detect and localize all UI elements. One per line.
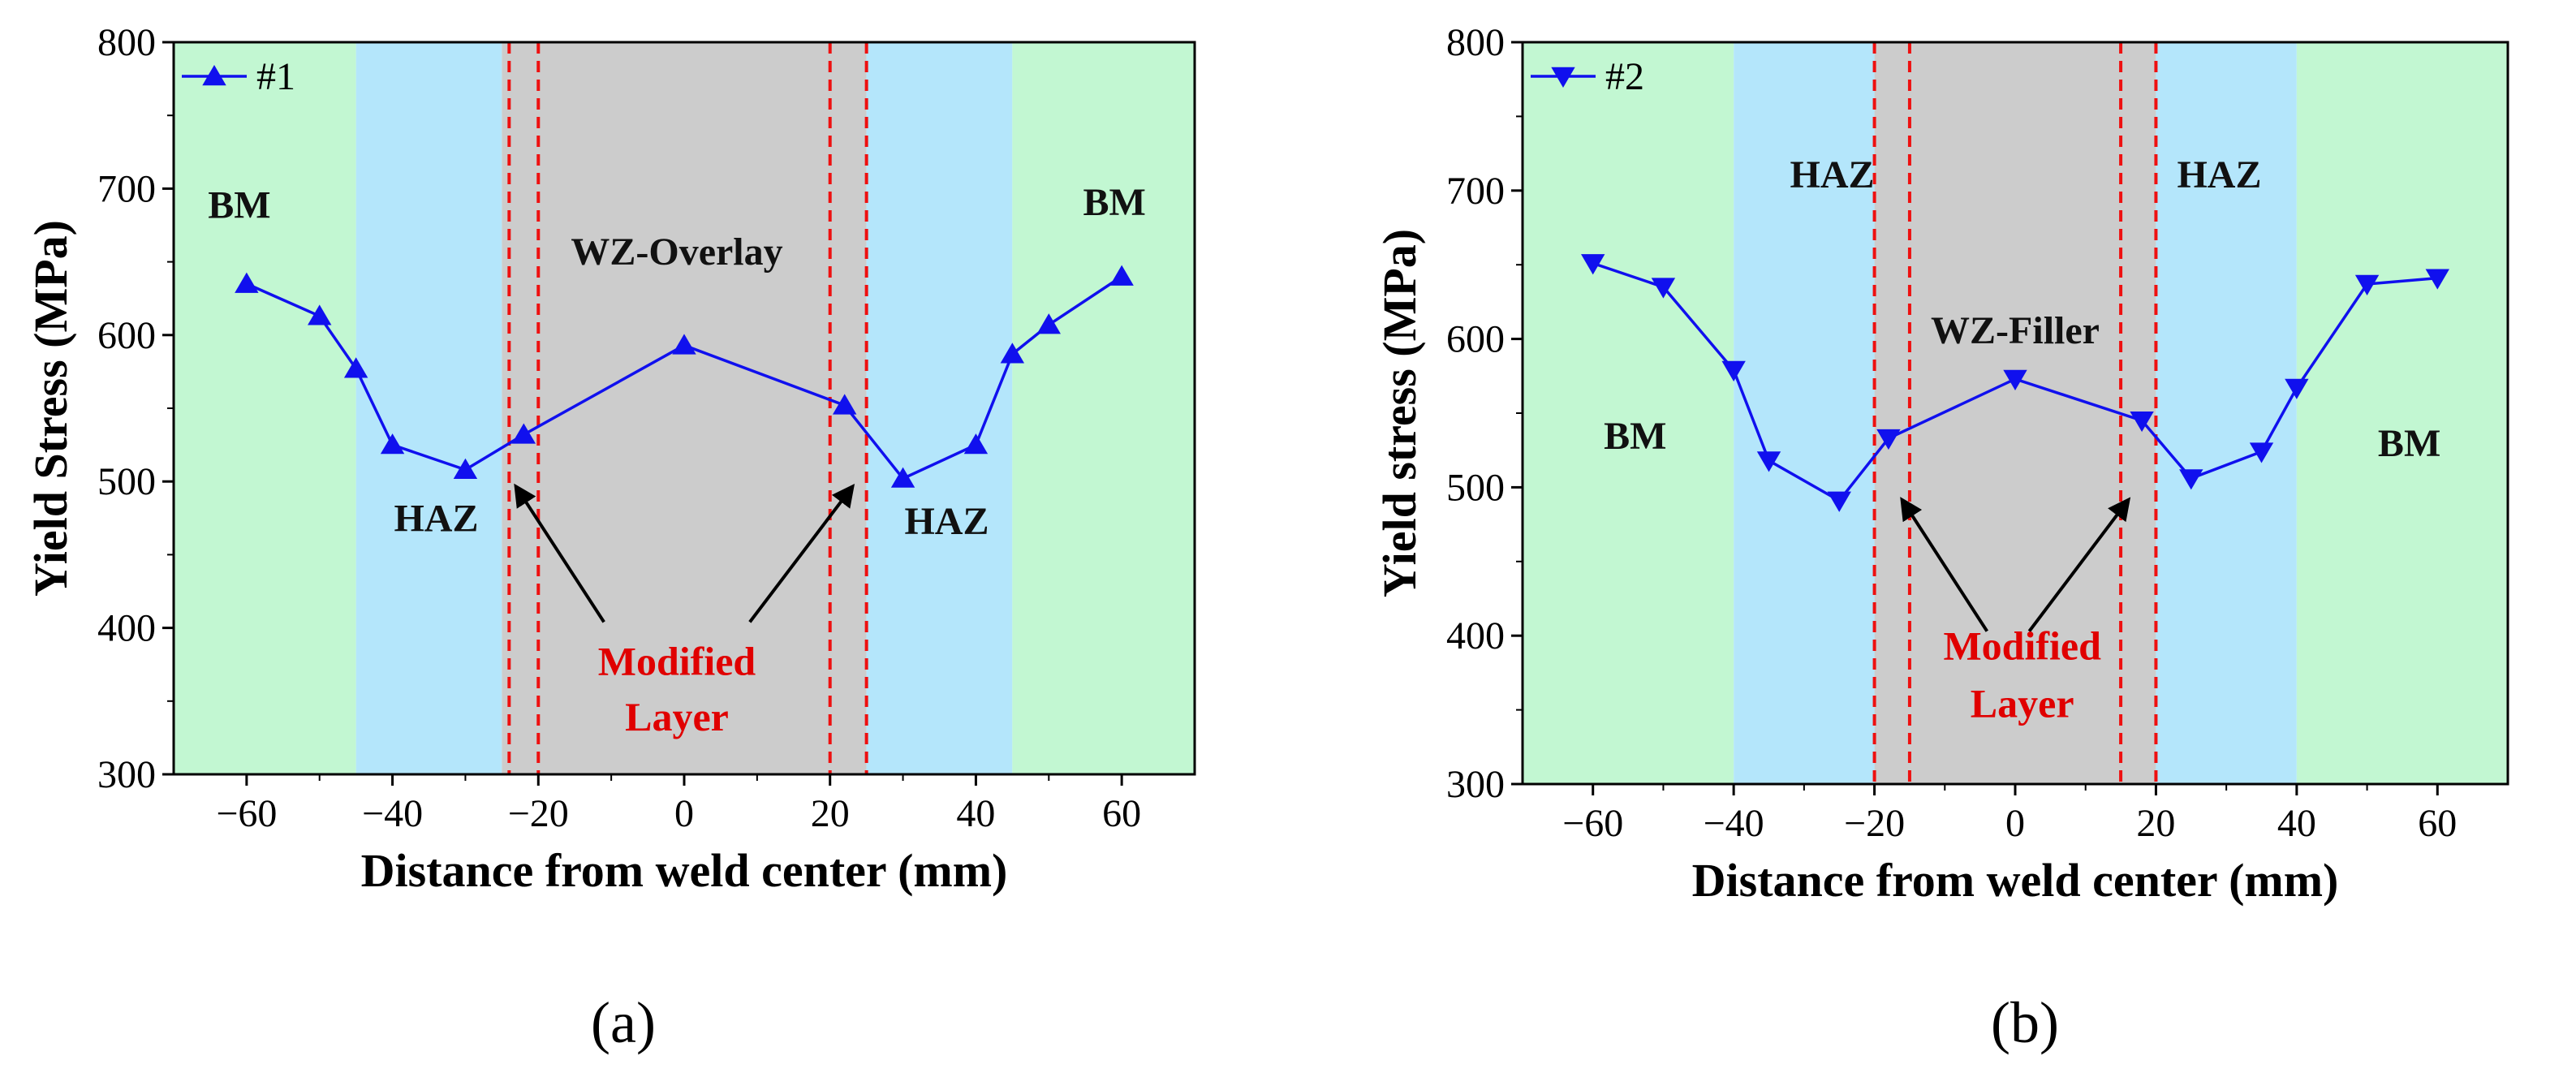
y-tick-label: 300 (97, 753, 156, 796)
data-point (1721, 360, 1746, 381)
zone-label-bm: BM (1604, 415, 1666, 458)
data-point (1651, 278, 1676, 299)
y-tick-label: 800 (1446, 21, 1505, 64)
data-point (235, 272, 259, 293)
zone-label-haz: HAZ (1790, 153, 1875, 196)
data-point (2179, 469, 2203, 490)
annotation-label-line1: Modified (1943, 623, 2101, 668)
zone-label-wz-filler: WZ-Filler (1931, 309, 2100, 352)
panel-label: (a) (591, 990, 656, 1055)
x-tick-label: −20 (508, 792, 569, 835)
x-axis-title: Distance from weld center (mm) (361, 844, 1008, 897)
data-point (1581, 254, 1605, 275)
legend-marker (1551, 67, 1575, 88)
annotation-arrow (514, 483, 605, 623)
data-point (1036, 313, 1061, 334)
x-axis-title: Distance from weld center (mm) (1692, 854, 2339, 907)
annotation-arrow (1900, 497, 1988, 632)
legend-marker (202, 65, 226, 86)
annotation-arrow (2027, 497, 2131, 632)
region-bm-4 (2296, 42, 2508, 784)
legend-label: #2 (1605, 55, 1644, 98)
y-tick-label: 600 (1446, 318, 1505, 361)
region-haz-1 (355, 42, 502, 774)
x-tick-label: 60 (1102, 792, 1141, 835)
legend-label: #1 (256, 55, 295, 98)
y-tick-label: 800 (97, 21, 156, 64)
data-point (832, 394, 857, 415)
x-tick-label: −60 (216, 792, 277, 835)
zone-label-bm: BM (2378, 422, 2440, 465)
annotation-label-line2: Layer (1971, 681, 2074, 726)
data-point (2249, 442, 2274, 463)
panel-label: (b) (1991, 990, 2059, 1055)
data-point (2003, 369, 2027, 390)
data-point (890, 467, 915, 488)
x-tick-label: −40 (362, 792, 423, 835)
x-tick-label: −40 (1704, 802, 1764, 845)
data-point (1000, 343, 1025, 364)
region-bm-4 (1012, 42, 1195, 774)
y-tick-label: 600 (97, 314, 156, 357)
data-point (2130, 411, 2154, 433)
region-bm-0 (174, 42, 356, 774)
data-point (2354, 274, 2380, 295)
data-point (2285, 378, 2309, 399)
data-point (453, 458, 478, 479)
data-point (1876, 429, 1901, 450)
x-tick-label: 40 (2277, 802, 2316, 845)
zone-label-bm: BM (208, 183, 270, 226)
y-tick-label: 700 (97, 167, 156, 210)
annotation-arrow (748, 483, 855, 623)
x-tick-label: −20 (1844, 802, 1905, 845)
zone-label-haz: HAZ (394, 498, 478, 541)
x-tick-label: 20 (811, 792, 850, 835)
y-axis-title: Yield stress (MPa) (1373, 229, 1426, 597)
y-tick-label: 500 (1446, 466, 1505, 509)
zone-label-haz: HAZ (904, 500, 989, 543)
region-haz-3 (2156, 42, 2297, 784)
y-tick-label: 400 (1446, 614, 1505, 657)
x-tick-label: −60 (1562, 802, 1623, 845)
x-tick-label: 0 (674, 792, 694, 835)
region-wz-2 (1874, 42, 2156, 784)
region-haz-1 (1734, 42, 1875, 784)
x-tick-label: 40 (956, 792, 995, 835)
zone-label-bm: BM (1083, 181, 1145, 224)
data-point (1109, 265, 1134, 286)
annotation-label-line2: Layer (625, 694, 729, 739)
chart-panel-a: 300 400 500 600 700 800 −60 −40 −20 0 20 40 60 Distan… (24, 21, 1196, 1055)
region-bm-0 (1523, 42, 1734, 784)
chart-panel-b: 300 400 500 600 700 800 −60 −40 −20 0 20 40 60 Distan… (1373, 21, 2509, 1055)
data-point (2425, 269, 2449, 290)
x-tick-label: 0 (2005, 802, 2025, 845)
y-tick-label: 700 (1446, 170, 1505, 213)
data-point (1827, 491, 1851, 512)
y-tick-label: 300 (1446, 763, 1505, 806)
zone-label-haz: HAZ (2177, 153, 2261, 196)
data-point (963, 433, 989, 455)
data-point (343, 357, 368, 378)
data-point (308, 304, 332, 325)
data-point (672, 334, 696, 355)
x-tick-label: 60 (2418, 802, 2457, 845)
y-axis-title: Yield Stress (MPa) (24, 220, 77, 597)
region-haz-3 (866, 42, 1013, 774)
zone-label-wz-overlay: WZ-Overlay (571, 231, 782, 274)
region-wz-2 (502, 42, 867, 774)
x-tick-label: 20 (2136, 802, 2175, 845)
y-tick-label: 400 (97, 607, 156, 650)
data-point (511, 423, 536, 444)
data-point (380, 433, 405, 455)
annotation-label-line1: Modified (598, 638, 756, 683)
data-point (1756, 451, 1781, 472)
y-tick-label: 500 (97, 460, 156, 503)
